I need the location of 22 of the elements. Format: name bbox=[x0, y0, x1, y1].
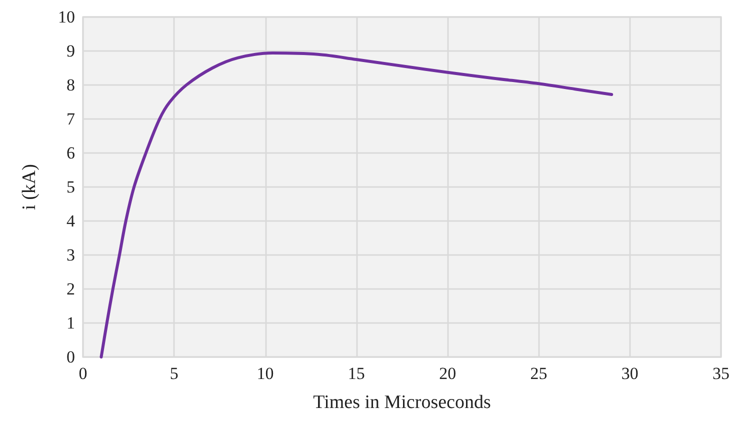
x-tick-label: 10 bbox=[256, 364, 274, 383]
y-tick-label: 3 bbox=[66, 246, 75, 264]
x-tick-label: 20 bbox=[439, 364, 456, 383]
x-tick-label: 5 bbox=[170, 364, 178, 383]
y-tick-label: 4 bbox=[66, 212, 76, 230]
y-tick-label: 0 bbox=[66, 348, 75, 366]
y-axis-title: i (kA) bbox=[19, 164, 40, 210]
y-tick-label: 10 bbox=[58, 8, 75, 26]
y-tick-label: 8 bbox=[66, 76, 75, 94]
x-tick-label: 15 bbox=[348, 364, 365, 383]
y-tick-label: 9 bbox=[66, 42, 75, 60]
line-series bbox=[100, 52, 614, 358]
y-tick-label: 6 bbox=[66, 144, 75, 162]
y-tick-label: 5 bbox=[66, 178, 75, 196]
x-tick-label: 35 bbox=[712, 364, 730, 383]
x-axis-title: Times in Microseconds bbox=[313, 392, 491, 413]
y-tick-label: 7 bbox=[66, 110, 76, 128]
y-tick-label: 2 bbox=[66, 280, 75, 298]
x-tick-label: 0 bbox=[78, 364, 88, 383]
x-tick-label: 25 bbox=[530, 364, 548, 383]
x-tick-label: 30 bbox=[621, 364, 638, 383]
y-tick-label: 1 bbox=[66, 314, 75, 332]
